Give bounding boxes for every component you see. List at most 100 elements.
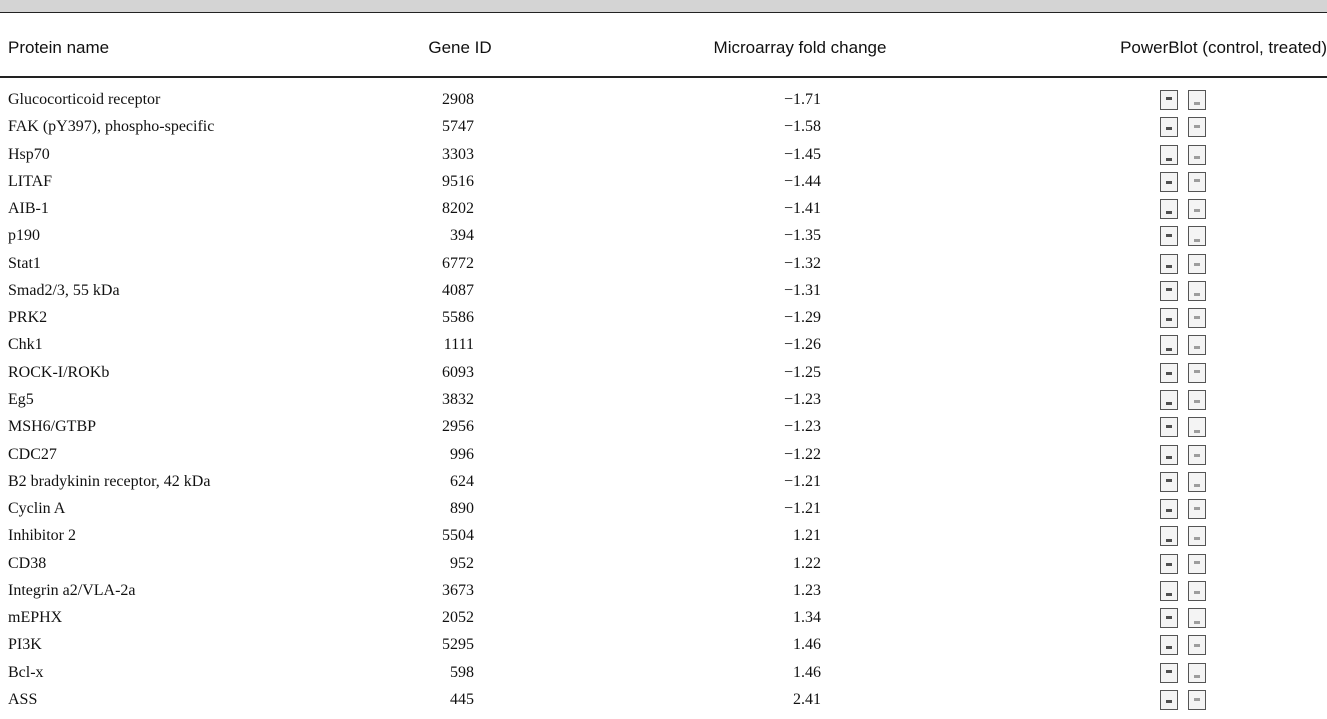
protein-name: p190	[8, 227, 40, 245]
gene-id: 5504	[442, 527, 474, 545]
blot-image	[1160, 172, 1178, 192]
blot-band	[1194, 102, 1200, 105]
gene-id: 890	[450, 500, 474, 518]
blot-band	[1194, 537, 1200, 540]
gene-id: 5586	[442, 309, 474, 327]
blot-image	[1188, 172, 1206, 192]
blot-image	[1160, 472, 1178, 492]
gene-id: 5747	[442, 118, 474, 136]
blot-band	[1166, 425, 1172, 428]
header-cell: PowerBlot (control, treated)	[1120, 38, 1327, 58]
blot-image	[1160, 308, 1178, 328]
gene-id: 445	[450, 691, 474, 709]
fold-change: −1.21	[784, 500, 821, 518]
gene-id: 2956	[442, 418, 474, 436]
gene-id: 3673	[442, 582, 474, 600]
blot-image	[1188, 690, 1206, 710]
blot-band	[1194, 644, 1200, 647]
blot-image	[1160, 226, 1178, 246]
blot-band	[1166, 127, 1172, 130]
fold-change: 1.23	[793, 582, 821, 600]
protein-name: Eg5	[8, 391, 34, 409]
protein-name: Glucocorticoid receptor	[8, 91, 160, 109]
fold-change: −1.23	[784, 418, 821, 436]
gene-id: 996	[450, 446, 474, 464]
fold-change: 1.22	[793, 555, 821, 573]
blot-band	[1194, 316, 1200, 319]
blot-band	[1194, 346, 1200, 349]
blot-image	[1160, 335, 1178, 355]
blot-band	[1166, 646, 1172, 649]
blot-band	[1194, 263, 1200, 266]
blot-image	[1160, 499, 1178, 519]
gene-id: 4087	[442, 282, 474, 300]
blot-image	[1160, 363, 1178, 383]
blot-image	[1188, 581, 1206, 601]
gene-id: 598	[450, 664, 474, 682]
blot-band	[1194, 293, 1200, 296]
protein-name: Chk1	[8, 336, 43, 354]
fold-change: 1.46	[793, 636, 821, 654]
fold-change: −1.41	[784, 200, 821, 218]
protein-name: Bcl-x	[8, 664, 44, 682]
blot-image	[1160, 417, 1178, 437]
protein-name: ASS	[8, 691, 37, 709]
blot-image	[1160, 690, 1178, 710]
blot-image	[1188, 254, 1206, 274]
blot-image	[1188, 663, 1206, 683]
gene-id: 3303	[442, 146, 474, 164]
blot-band	[1166, 318, 1172, 321]
gene-id: 394	[450, 227, 474, 245]
blot-band	[1194, 591, 1200, 594]
blot-band	[1166, 265, 1172, 268]
blot-band	[1166, 479, 1172, 482]
gene-id: 2908	[442, 91, 474, 109]
fold-change: −1.21	[784, 473, 821, 491]
fold-change: −1.29	[784, 309, 821, 327]
blot-image	[1160, 90, 1178, 110]
fold-change: −1.32	[784, 255, 821, 273]
blot-image	[1188, 117, 1206, 137]
fold-change: 1.46	[793, 664, 821, 682]
blot-image	[1160, 254, 1178, 274]
blot-band	[1194, 209, 1200, 212]
blot-band	[1166, 616, 1172, 619]
blot-band	[1194, 125, 1200, 128]
blot-band	[1194, 239, 1200, 242]
protein-name: CDC27	[8, 446, 57, 464]
blot-image	[1160, 445, 1178, 465]
blot-image	[1188, 390, 1206, 410]
protein-name: Smad2/3, 55 kDa	[8, 282, 120, 300]
blot-image	[1188, 608, 1206, 628]
fold-change: −1.31	[784, 282, 821, 300]
blot-band	[1194, 430, 1200, 433]
blot-image	[1188, 199, 1206, 219]
fold-change: 1.34	[793, 609, 821, 627]
gene-id: 3832	[442, 391, 474, 409]
protein-name: PRK2	[8, 309, 47, 327]
blot-band	[1194, 156, 1200, 159]
gene-id: 1111	[444, 336, 474, 354]
blot-band	[1194, 507, 1200, 510]
blot-image	[1188, 635, 1206, 655]
protein-name: mEPHX	[8, 609, 62, 627]
blot-band	[1194, 621, 1200, 624]
fold-change: −1.71	[784, 91, 821, 109]
blot-band	[1166, 456, 1172, 459]
blot-image	[1188, 226, 1206, 246]
blot-image	[1188, 554, 1206, 574]
blot-band	[1166, 670, 1172, 673]
blot-band	[1194, 400, 1200, 403]
header-cell: Gene ID	[428, 38, 491, 58]
protein-name: AIB-1	[8, 200, 49, 218]
fold-change: −1.58	[784, 118, 821, 136]
blot-image	[1160, 390, 1178, 410]
blot-band	[1194, 561, 1200, 564]
blot-band	[1194, 370, 1200, 373]
gene-id: 2052	[442, 609, 474, 627]
fold-change: 1.21	[793, 527, 821, 545]
fold-change: −1.35	[784, 227, 821, 245]
blot-image	[1188, 308, 1206, 328]
fold-change: −1.22	[784, 446, 821, 464]
blot-band	[1194, 698, 1200, 701]
